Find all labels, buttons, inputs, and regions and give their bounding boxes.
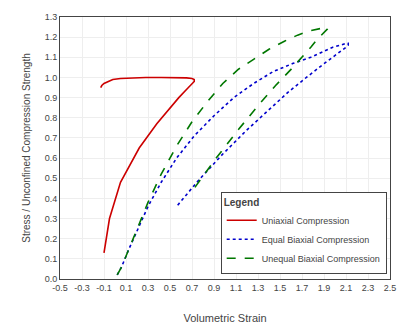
svg-text:-0.3: -0.3 <box>74 283 90 293</box>
svg-text:1.9: 1.9 <box>318 283 331 293</box>
svg-text:Uniaxial Compression: Uniaxial Compression <box>262 216 350 226</box>
svg-text:1.5: 1.5 <box>274 283 287 293</box>
svg-text:0.0: 0.0 <box>45 274 58 284</box>
svg-text:0.1: 0.1 <box>45 254 58 264</box>
svg-text:2.5: 2.5 <box>384 283 397 293</box>
svg-text:Unequal Biaxial Compression: Unequal Biaxial Compression <box>262 254 380 264</box>
svg-text:Legend: Legend <box>224 197 260 208</box>
svg-text:0.1: 0.1 <box>120 283 133 293</box>
svg-text:1.0: 1.0 <box>45 73 58 83</box>
svg-text:-0.5: -0.5 <box>52 283 68 293</box>
svg-text:2.1: 2.1 <box>340 283 353 293</box>
svg-text:0.3: 0.3 <box>142 283 155 293</box>
svg-text:0.9: 0.9 <box>208 283 221 293</box>
svg-text:0.4: 0.4 <box>45 194 58 204</box>
svg-text:0.7: 0.7 <box>186 283 199 293</box>
svg-text:0.5: 0.5 <box>164 283 177 293</box>
svg-text:1.3: 1.3 <box>45 12 58 22</box>
svg-text:1.2: 1.2 <box>45 32 58 42</box>
svg-text:1.3: 1.3 <box>252 283 265 293</box>
svg-text:-0.1: -0.1 <box>96 283 112 293</box>
svg-text:0.6: 0.6 <box>45 153 58 163</box>
svg-text:2.3: 2.3 <box>362 283 375 293</box>
svg-text:0.9: 0.9 <box>45 93 58 103</box>
svg-text:0.5: 0.5 <box>45 173 58 183</box>
svg-text:Equal Biaxial Compression: Equal Biaxial Compression <box>262 235 370 245</box>
svg-text:1.7: 1.7 <box>296 283 309 293</box>
svg-text:Volumetric Strain: Volumetric Strain <box>183 312 266 324</box>
svg-text:1.1: 1.1 <box>230 283 243 293</box>
svg-text:0.7: 0.7 <box>45 133 58 143</box>
svg-text:Stress / Unconfined Compressio: Stress / Unconfined Compression Strength <box>21 53 32 243</box>
svg-text:0.3: 0.3 <box>45 214 58 224</box>
svg-text:0.2: 0.2 <box>45 234 58 244</box>
svg-text:1.1: 1.1 <box>45 52 58 62</box>
svg-text:0.8: 0.8 <box>45 113 58 123</box>
